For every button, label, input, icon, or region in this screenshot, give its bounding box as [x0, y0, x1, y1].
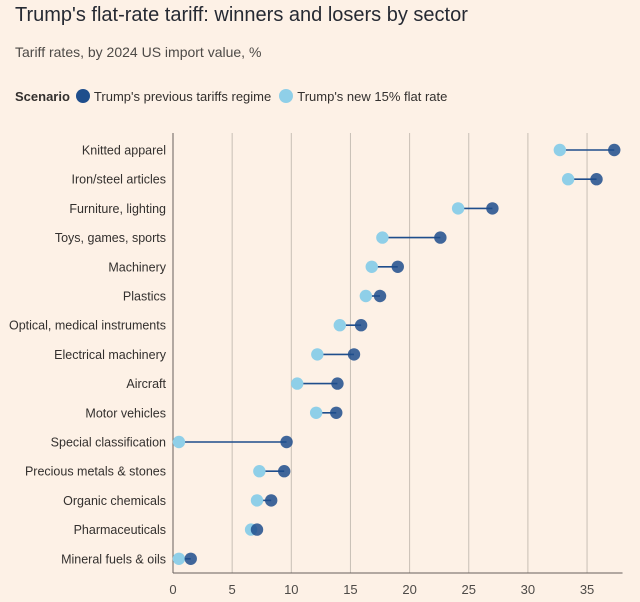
legend-item-flat-rate: Trump's new 15% flat rate — [279, 89, 447, 104]
dot-flat-rate — [309, 406, 323, 419]
category-label: Motor vehicles — [85, 406, 166, 420]
x-tick-label-35: 35 — [580, 582, 594, 597]
dot-previous — [347, 348, 361, 361]
dot-flat-rate — [561, 173, 575, 186]
x-tick-label-25: 25 — [462, 582, 476, 597]
dot-previous — [184, 552, 197, 565]
dot-flat-rate — [311, 348, 324, 361]
category-label: Iron/steel articles — [72, 173, 166, 187]
category-label: Pharmaceuticals — [74, 523, 166, 537]
category-label: Electrical machinery — [54, 348, 167, 362]
dot-previous — [264, 494, 278, 507]
category-label: Toys, games, sports — [55, 231, 166, 245]
legend-item-previous: Trump's previous tariffs regime — [75, 88, 272, 104]
legend-label-flat-rate: Trump's new 15% flat rate — [297, 88, 448, 104]
x-tick-label-5: 5 — [229, 582, 236, 597]
dot-previous — [590, 173, 603, 186]
dot-previous — [391, 260, 404, 273]
dot-flat-rate — [250, 494, 264, 507]
x-tick-label-0: 0 — [169, 582, 176, 597]
dot-previous — [486, 202, 499, 215]
category-label: Mineral fuels & oils — [61, 552, 166, 566]
dot-flat-rate — [376, 231, 389, 244]
dot-flat-rate — [172, 552, 186, 565]
category-label: Organic chemicals — [63, 494, 166, 508]
x-tick-label-10: 10 — [284, 582, 298, 597]
dot-flat-rate — [451, 202, 465, 215]
category-label: Special classification — [51, 436, 166, 450]
dot-flat-rate — [359, 289, 373, 303]
category-label: Plastics — [123, 290, 166, 304]
legend-label-previous: Trump's previous tariffs regime — [93, 88, 272, 104]
dot-previous — [354, 319, 368, 332]
dot-flat-rate — [553, 143, 567, 157]
x-tick-label-20: 20 — [402, 582, 416, 597]
category-label: Machinery — [108, 260, 166, 274]
dot-previous — [250, 523, 264, 536]
dot-flat-rate — [333, 319, 347, 332]
dot-previous — [331, 377, 344, 390]
category-label: Knitted apparel — [82, 144, 166, 158]
legend-swatch-flat-rate — [279, 89, 294, 103]
legend: Scenario Trump's previous tariffs regime… — [15, 86, 455, 106]
x-tick-label-15: 15 — [343, 582, 357, 597]
x-tick-label-30: 30 — [521, 582, 535, 597]
category-label: Precious metals & stones — [25, 465, 166, 479]
dot-previous — [608, 143, 621, 157]
dot-flat-rate — [291, 377, 304, 390]
dot-previous — [373, 289, 387, 303]
category-label: Optical, medical instruments — [9, 319, 166, 333]
dot-flat-rate — [253, 465, 266, 478]
dot-flat-rate — [365, 260, 378, 273]
category-label: Aircraft — [126, 377, 166, 391]
chart-title: Trump's flat-rate tariff: winners and lo… — [15, 4, 468, 26]
chart-subtitle: Tariff rates, by 2024 US import value, % — [15, 44, 262, 60]
dot-previous — [434, 231, 447, 244]
legend-title: Scenario — [15, 88, 70, 104]
dot-flat-rate — [172, 435, 186, 449]
category-label: Furniture, lighting — [69, 202, 166, 216]
dot-previous — [330, 406, 343, 419]
legend-swatch-previous — [75, 89, 90, 103]
dot-previous — [278, 465, 291, 478]
dot-previous — [280, 435, 293, 449]
